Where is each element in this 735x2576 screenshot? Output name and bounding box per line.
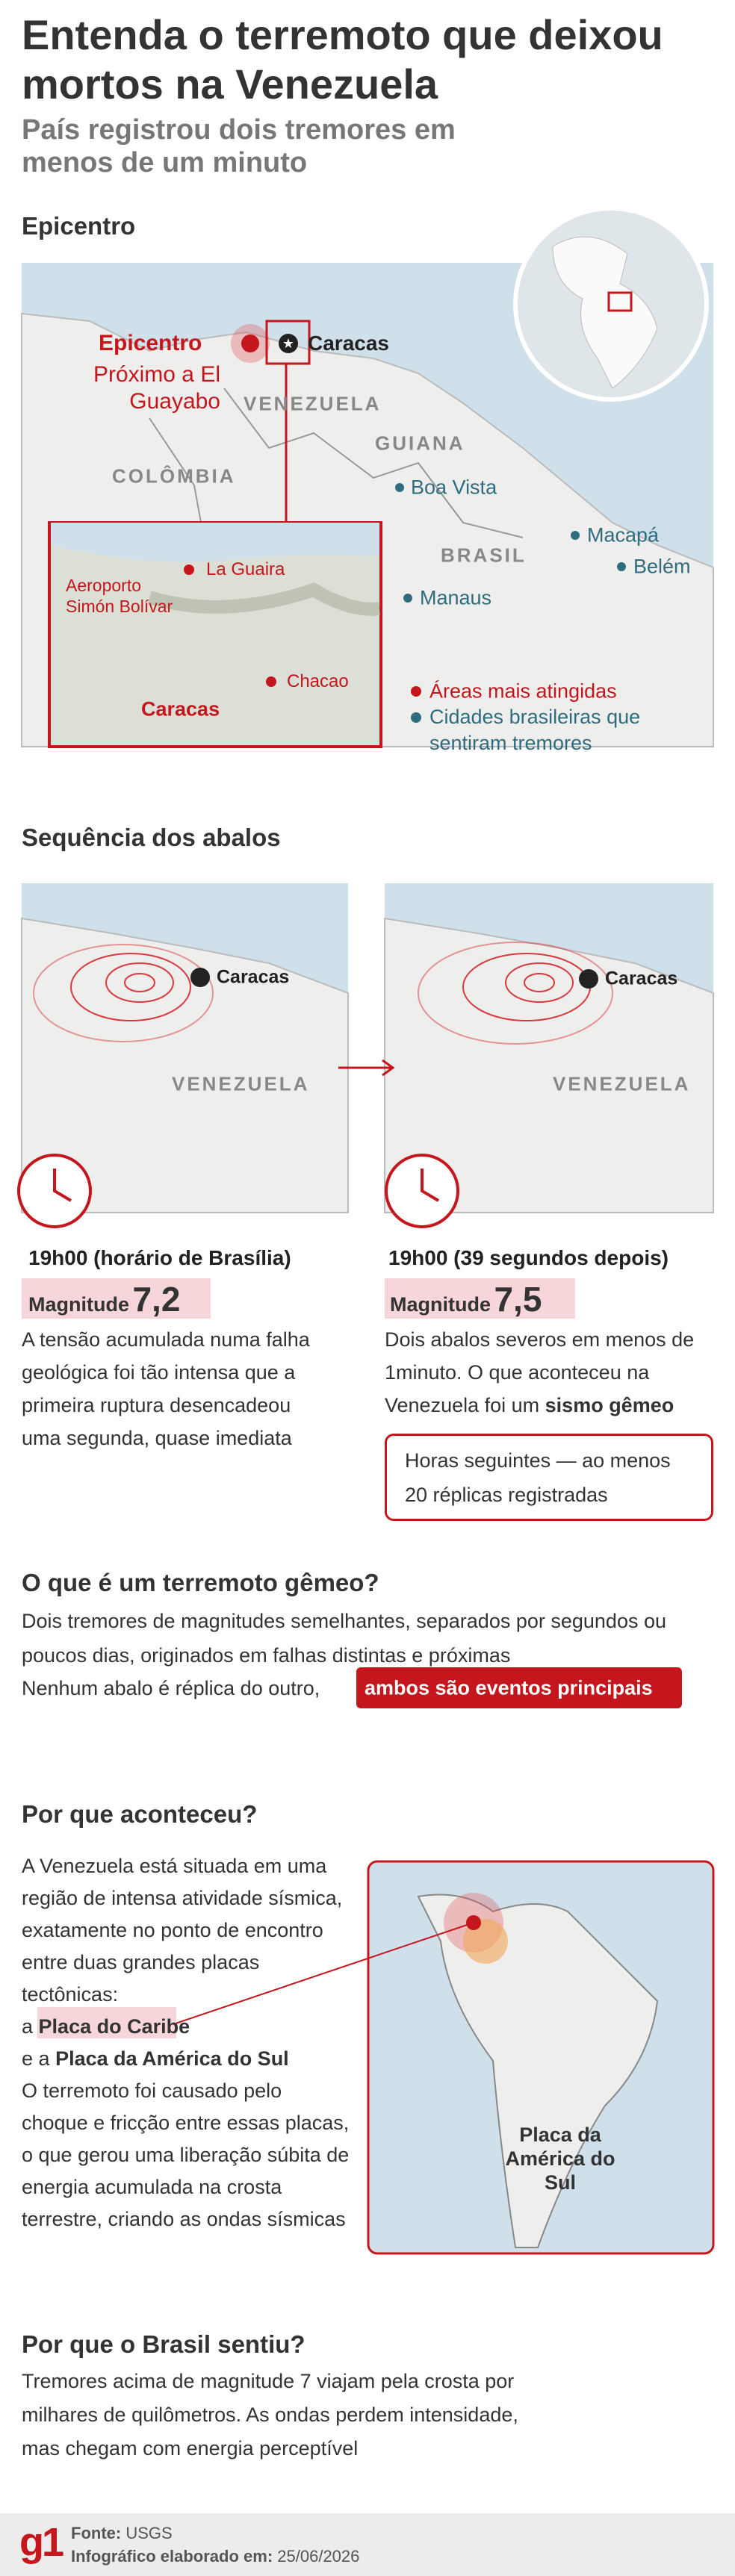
capital-label: Caracas — [308, 332, 389, 355]
inset-label: Aeroporto Simón Bolívar — [66, 576, 173, 616]
text: Dois abalos severos em menos de 1minuto.… — [385, 1328, 695, 1416]
source: Fonte: USGS — [71, 2524, 173, 2543]
plate-highlight — [37, 2007, 176, 2038]
country-label: BRASIL — [441, 544, 527, 567]
text: A Venezuela está situada em uma região d… — [22, 1855, 343, 2006]
event-text: Dois abalos severos em menos de 1minuto.… — [385, 1323, 717, 1422]
magnitude-bg — [385, 1278, 575, 1319]
inset-relief — [147, 582, 381, 616]
section-heading: Sequência dos abalos — [22, 824, 281, 851]
city-label: Boa Vista — [411, 476, 497, 499]
city-dot — [617, 562, 626, 571]
twin-text: Nenhum abalo é réplica do outro, — [22, 1677, 320, 1699]
inset-frame — [265, 320, 311, 365]
event-time: 19h00 (horário de Brasília) — [28, 1246, 291, 1269]
inset-label: Caracas — [141, 697, 220, 721]
event-time: 19h00 (39 segundos depois) — [388, 1246, 669, 1269]
plate-name: Placa do Caribe — [38, 2015, 190, 2038]
magnitude: Magnitude 7,5 — [390, 1279, 542, 1319]
capital-star — [190, 968, 210, 987]
capital-star — [579, 969, 598, 989]
legend-label: Áreas mais atingidas — [429, 679, 617, 703]
why-text: A Venezuela está situada em uma região d… — [22, 1850, 350, 2236]
brazil-text: Tremores acima de magnitude 7 viajam pel… — [22, 2370, 518, 2460]
clock-icon — [17, 1154, 459, 1228]
magnitude: Magnitude 7,2 — [28, 1279, 180, 1319]
epicenter-label: Epicentro — [99, 331, 202, 355]
magnitude-bg — [22, 1278, 211, 1319]
plate-name: Placa da América do Sul — [55, 2047, 289, 2070]
contours — [33, 942, 613, 1045]
magnitude-value: 7,5 — [494, 1280, 542, 1319]
legend-dot — [411, 686, 421, 697]
source-label: Fonte: — [71, 2524, 122, 2542]
date-value: 25/06/2026 — [277, 2547, 360, 2566]
magnitude-label: Magnitude — [390, 1293, 491, 1316]
arrow-head — [382, 1059, 395, 1077]
epicenter-dot — [241, 335, 259, 352]
globe-land — [552, 236, 658, 389]
country-label: VENEZUELA — [172, 1072, 310, 1095]
logo: g1 — [19, 2520, 64, 2565]
city-dot — [403, 594, 412, 603]
bold-text: sismo gêmeo — [545, 1394, 674, 1416]
text: e a — [22, 2047, 50, 2070]
twin-highlight: ambos são eventos principais — [365, 1676, 653, 1699]
section-heading: O que é um terremoto gêmeo? — [22, 1569, 379, 1596]
impact-area — [463, 1919, 508, 1964]
capital-star — [279, 334, 298, 353]
text: O terremoto foi causado pelo choque e fr… — [22, 2079, 350, 2230]
country-label: GUIANA — [375, 432, 465, 455]
section-heading: Por que o Brasil sentiu? — [22, 2330, 306, 2358]
star-icon: ★ — [282, 336, 294, 351]
section-heading: Epicentro — [22, 212, 136, 240]
legend-label: Cidades brasileiras que sentiram tremore… — [429, 706, 641, 754]
globe-frame — [607, 291, 633, 312]
legend-dot — [411, 712, 421, 723]
highlight-bg — [356, 1667, 682, 1708]
city-label: Macapá — [587, 523, 660, 547]
section-heading: Por que aconteceu? — [22, 1800, 258, 1828]
magnitude-value: 7,2 — [132, 1280, 181, 1319]
footer-bg — [0, 2513, 735, 2576]
note-box: Horas seguintes — ao menos 20 réplicas r… — [385, 1434, 713, 1521]
pointer — [175, 1922, 474, 2024]
city-dot — [571, 531, 580, 540]
city-label: Belém — [633, 555, 691, 578]
country-label: VENEZUELA — [244, 392, 382, 415]
country-label: VENEZUELA — [553, 1072, 691, 1095]
text: a — [22, 2015, 34, 2038]
magnitude-label: Magnitude — [28, 1293, 129, 1316]
note: Horas seguintes — ao menos 20 réplicas r… — [405, 1449, 671, 1506]
date: Infográfico elaborado em: 25/06/2026 — [71, 2547, 359, 2566]
twin-text: Dois tremores de magnitudes semelhantes,… — [22, 1610, 666, 1667]
city-label: Manaus — [420, 586, 492, 609]
subtitle: País registrou dois tremores em menos de… — [22, 114, 456, 178]
inset-sea — [51, 523, 379, 562]
country-label: COLÔMBIA — [112, 464, 236, 488]
inset-dot — [266, 676, 276, 687]
near-label: Próximo a El Guayabo — [93, 362, 220, 414]
date-label: Infográfico elaborado em: — [71, 2547, 273, 2566]
capital-label: Caracas — [605, 968, 678, 989]
plate-label: Placa da América do Sul — [505, 2124, 615, 2194]
inset-label: La Guaira — [206, 559, 285, 579]
inset-dot — [184, 564, 194, 575]
city-dot — [395, 483, 404, 492]
inset-label: Chacao — [287, 671, 349, 691]
event-text: A tensão acumulada numa falha geológica … — [22, 1328, 310, 1449]
capital-label: Caracas — [217, 966, 290, 988]
continent — [417, 1894, 659, 2248]
title: Entenda o terremoto que deixou mortos na… — [22, 11, 663, 108]
source-value: USGS — [125, 2524, 173, 2542]
